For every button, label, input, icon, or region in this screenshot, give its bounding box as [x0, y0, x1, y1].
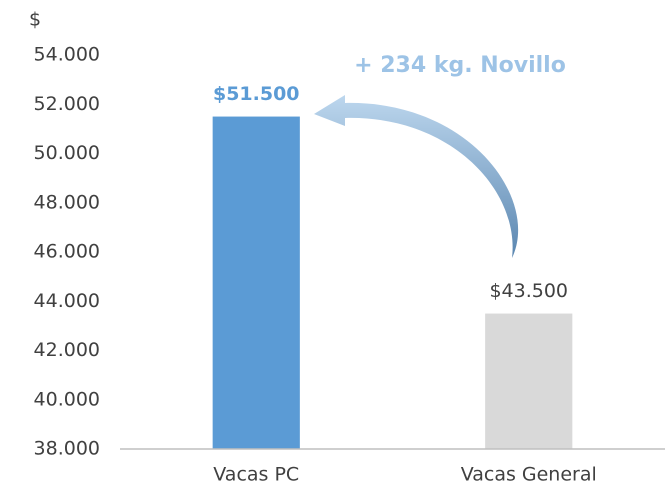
y-tick-label: 42.000	[34, 339, 100, 361]
x-tick-label: Vacas General	[461, 464, 597, 485]
x-tick-label: Vacas PC	[213, 464, 299, 485]
y-tick-label: 44.000	[34, 290, 100, 312]
bar	[485, 313, 573, 449]
y-tick-label: 48.000	[34, 191, 100, 213]
annotation: + 234 kg. Novillo	[354, 53, 566, 78]
data-label: $51.500	[213, 83, 300, 105]
y-tick-label: 52.000	[34, 93, 100, 115]
y-tick-label: 38.000	[34, 438, 100, 460]
annotation-arrow	[314, 95, 519, 258]
bar	[212, 116, 300, 449]
y-tick-label: 54.000	[34, 44, 100, 66]
y-tick-label: 46.000	[34, 241, 100, 263]
data-label: $43.500	[489, 280, 568, 302]
y-axis-label: $	[29, 9, 41, 31]
y-tick-label: 40.000	[34, 388, 100, 410]
y-tick-label: 50.000	[34, 142, 100, 164]
